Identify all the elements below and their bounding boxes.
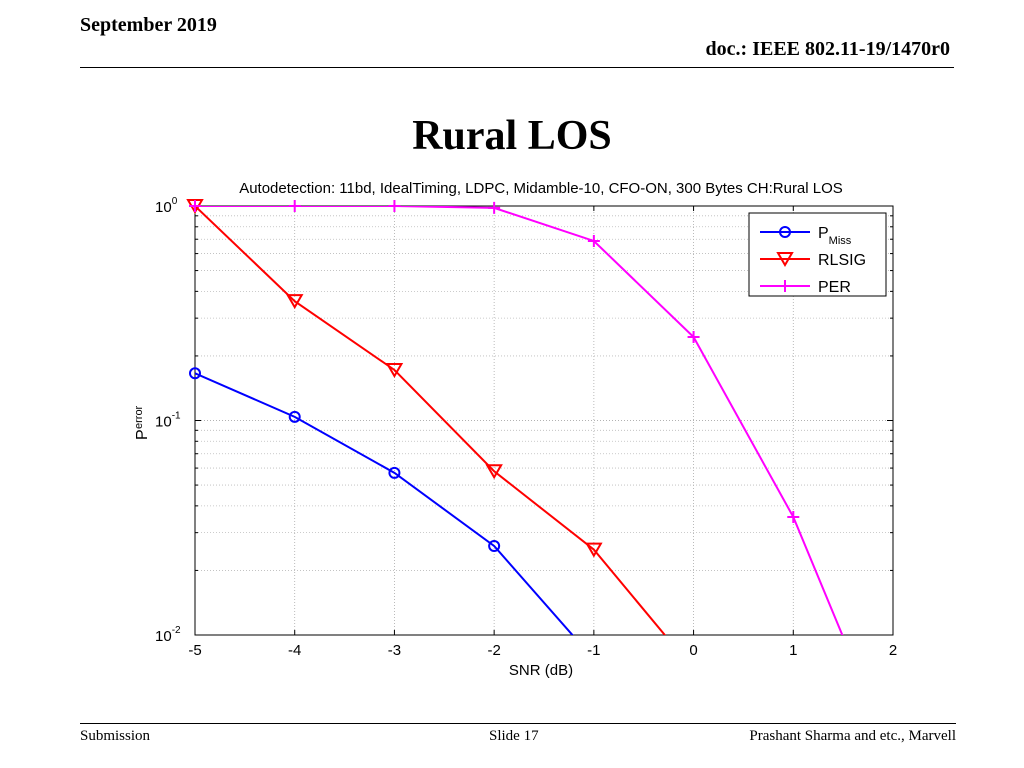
footer-divider xyxy=(80,723,956,724)
data-point-circle xyxy=(388,466,401,479)
series-line-per xyxy=(195,206,844,635)
header-divider xyxy=(80,67,954,68)
data-point-plus xyxy=(189,200,201,212)
y-tick-label: 10-2 xyxy=(155,625,181,645)
series-line-p xyxy=(195,372,574,635)
data-point-plus xyxy=(779,280,791,292)
data-point-circle xyxy=(189,367,201,380)
data-point-triangle xyxy=(585,542,603,558)
x-tick-label: 2 xyxy=(889,642,897,659)
x-tick-label: 0 xyxy=(689,642,697,659)
x-tick-label: -2 xyxy=(487,642,500,659)
legend: PMiss RLSIG PER xyxy=(748,212,887,297)
x-tick-label: 1 xyxy=(789,642,797,659)
x-tick-label: -5 xyxy=(188,642,201,659)
data-point-triangle xyxy=(776,252,794,267)
footer-author: Prashant Sharma and etc., Marvell xyxy=(749,728,956,744)
legend-box xyxy=(748,212,887,297)
markers-group xyxy=(186,199,800,558)
series-line-rlsig xyxy=(195,206,667,635)
data-point-plus xyxy=(488,201,501,214)
footer-slide-number: Slide 17 xyxy=(489,728,539,744)
data-point-plus xyxy=(388,200,401,212)
grid xyxy=(194,206,894,636)
y-axis-label-sub: error xyxy=(133,405,145,429)
y-axis-label: P error xyxy=(133,405,151,440)
data-point-circle xyxy=(488,539,501,552)
footer-submission: Submission xyxy=(80,728,151,744)
legend-label: RLSIG xyxy=(818,252,866,269)
tick-labels: -5 -4 -3 -2 -1 0 1 2 100 10-1 10-2 xyxy=(155,196,897,659)
legend-label: PMiss xyxy=(818,225,852,247)
x-axis-label: SNR (dB) xyxy=(509,662,573,679)
data-point-plus xyxy=(288,200,301,212)
y-tick-label: 100 xyxy=(155,196,178,216)
chart-title: Autodetection: 11bd, IdealTiming, LDPC, … xyxy=(239,180,843,197)
data-point-circle xyxy=(779,226,791,238)
series-group xyxy=(195,206,844,635)
data-point-triangle xyxy=(285,294,304,310)
data-point-plus xyxy=(787,510,800,523)
y-axis-label-main: P xyxy=(134,429,151,440)
data-point-plus xyxy=(587,234,600,247)
x-tick-label: -4 xyxy=(288,642,301,659)
y-tick-label: 10-1 xyxy=(155,411,181,431)
header-doc-id: doc.: IEEE 802.11-19/1470r0 xyxy=(705,38,950,60)
x-tick-label: -3 xyxy=(388,642,401,659)
data-point-triangle xyxy=(385,362,404,378)
header-date: September 2019 xyxy=(80,14,217,36)
slide-title: Rural LOS xyxy=(412,113,612,159)
x-tick-label: -1 xyxy=(587,642,600,659)
data-point-circle xyxy=(288,410,301,423)
data-point-triangle xyxy=(485,464,503,480)
data-point-plus xyxy=(687,331,700,344)
legend-label: PER xyxy=(818,279,851,296)
plot-frame xyxy=(194,205,894,636)
